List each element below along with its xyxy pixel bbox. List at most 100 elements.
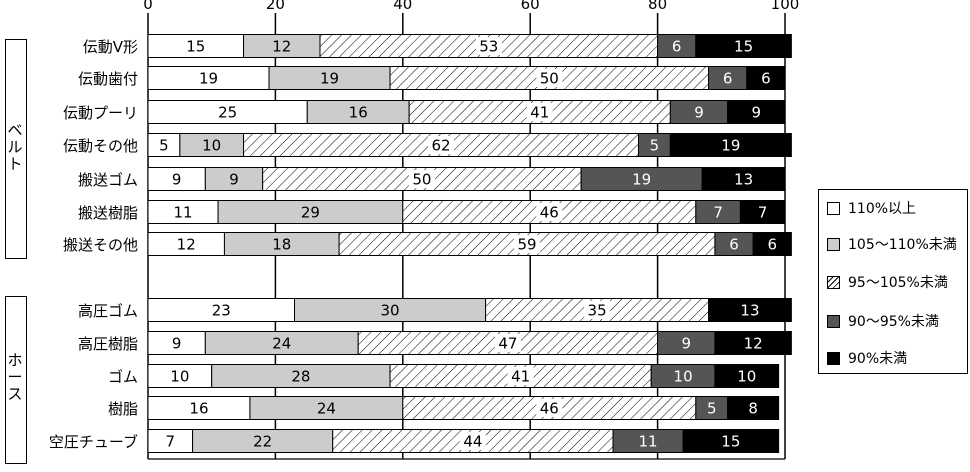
bar-segment [727,100,786,124]
data-label: 46 [540,400,559,418]
data-label: 22 [253,433,272,451]
data-label: 19 [632,171,651,189]
category-label: 搬送樹脂 [78,204,138,222]
group-label-hose: ホース [7,351,23,403]
data-label: 62 [431,137,450,155]
data-label: 28 [291,368,310,386]
legend-label-s3: 90～95%未満 [848,314,939,330]
data-label-backing [475,37,502,55]
group-box-belt [5,39,27,259]
legend-item-s3: 90～95%未満 [827,313,939,330]
data-label: 9 [229,171,239,189]
category-label: 伝動プーリ [63,104,138,122]
data-label: 10 [737,368,756,386]
category-label: 伝動その他 [63,137,138,155]
data-label: 7 [713,204,723,222]
data-label: 25 [218,104,237,122]
data-label-backing [507,367,534,385]
category-label: 伝動V形 [83,38,138,56]
category-label: 空圧チューブ [49,433,138,451]
bar-segment [695,34,792,58]
data-label: 7 [758,204,768,222]
legend-item-s1: 105～110%未満 [827,236,957,253]
category-label: ゴム [108,368,138,386]
legend-swatch-s0 [827,201,840,215]
data-label: 19 [721,137,740,155]
data-label: 7 [166,433,176,451]
data-label: 24 [272,335,291,353]
data-label: 59 [517,236,536,254]
data-label-backing [459,432,486,450]
legend-label-s2: 95～105%未満 [848,275,948,291]
data-label-backing [584,301,611,319]
data-label: 6 [723,70,733,88]
data-label: 13 [734,171,753,189]
legend-item-s2: 95～105%未満 [827,274,948,291]
data-label: 10 [674,368,693,386]
data-label: 44 [463,433,482,451]
data-label: 19 [320,70,339,88]
group-box-hose [5,296,27,464]
data-label-backing [428,136,455,154]
data-label: 9 [172,171,182,189]
data-label-backing [536,399,563,417]
bar-segment [701,167,786,191]
data-label: 9 [752,104,762,122]
legend-label-s1: 105～110%未満 [848,237,957,253]
data-label: 6 [672,38,682,56]
category-label: 高圧樹脂 [78,335,138,353]
data-label-backing [514,235,541,253]
data-label: 41 [530,104,549,122]
data-label: 15 [186,38,205,56]
category-label: 高圧ゴム [78,302,138,320]
data-label: 12 [272,38,291,56]
x-tick-label: 80 [648,0,667,13]
data-label: 29 [301,204,320,222]
data-label: 23 [212,302,231,320]
data-label: 13 [740,302,759,320]
data-label: 5 [707,400,717,418]
bar-segment [669,133,792,157]
legend-label-s4: 90%未満 [848,351,908,367]
data-label: 9 [681,335,691,353]
data-label: 53 [479,38,498,56]
data-label: 50 [412,171,431,189]
data-label-backing [536,69,563,87]
data-label: 47 [498,335,517,353]
data-label-backing [408,170,435,188]
bar-segment [714,364,780,388]
bar-segment [746,66,786,90]
legend-label-s0: 110%以上 [848,201,917,217]
data-label: 15 [721,433,740,451]
bar-segment [708,298,792,322]
data-label: 19 [199,70,218,88]
category-label: 搬送ゴム [78,171,138,189]
data-label: 8 [748,400,758,418]
data-label: 16 [189,400,208,418]
data-label: 6 [767,236,777,254]
bar-segment [727,396,780,420]
x-tick-label: 20 [266,0,285,13]
category-label: 伝動歯付 [78,70,138,88]
data-label: 15 [734,38,753,56]
group-label-belt: ベルト [7,121,23,173]
data-label: 11 [638,433,657,451]
bar-segment [682,429,780,453]
data-label: 10 [170,368,189,386]
data-label: 6 [729,236,739,254]
data-label: 41 [511,368,530,386]
category-label: 樹脂 [108,400,138,418]
legend: 110%以上 105～110%未満 95～105%未満 90～95%未満 90%… [818,189,968,374]
x-tick-label: 100 [771,0,800,13]
data-label-backing [526,103,553,121]
x-tick-label: 0 [143,0,153,13]
x-tick-label: 40 [393,0,412,13]
data-label: 50 [540,70,559,88]
data-label: 11 [173,204,192,222]
legend-swatch-s4 [827,351,840,365]
legend-swatch-s1 [827,237,840,251]
category-label: 搬送その他 [63,236,138,254]
data-label: 9 [694,104,704,122]
data-label-backing [536,203,563,221]
legend-swatch-s2 [827,275,840,289]
